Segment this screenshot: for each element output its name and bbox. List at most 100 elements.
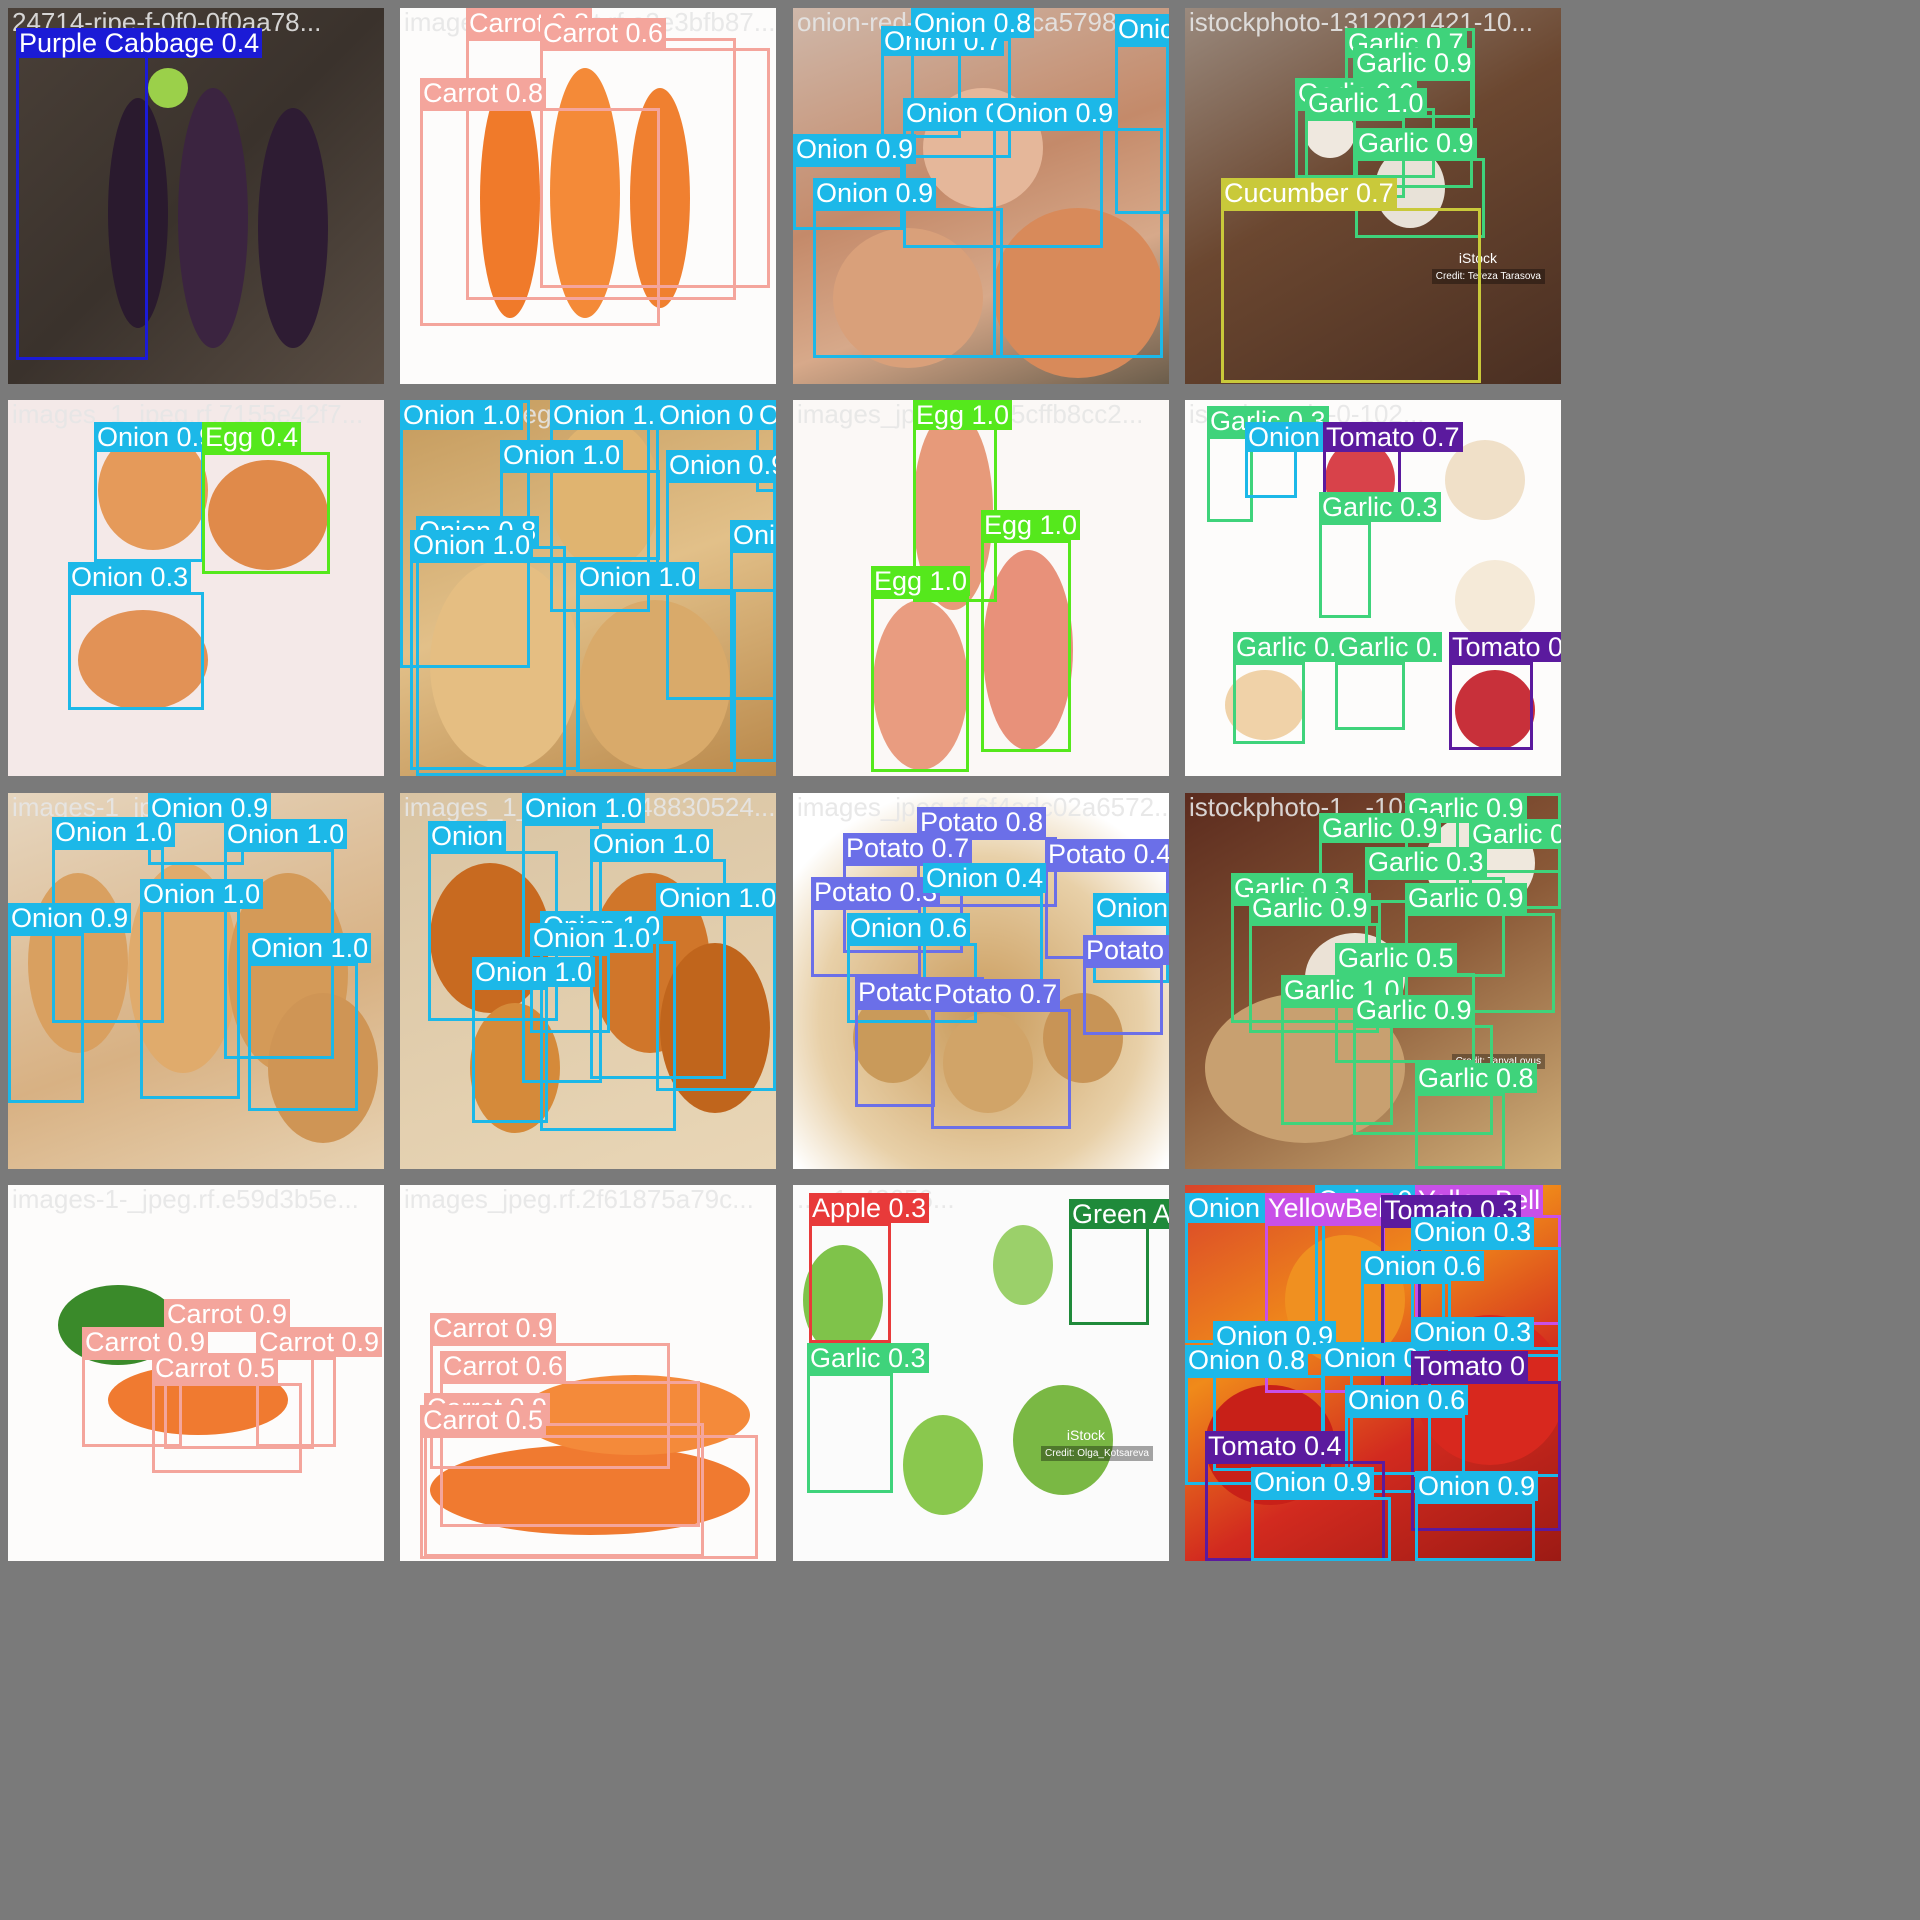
bbox-onion — [576, 592, 736, 772]
mosaic-tile: Credit: TanyaLovus istockphoto-1...-102 Ga… — [1185, 793, 1561, 1169]
bbox-label: Onion 1.0 — [656, 883, 776, 913]
bbox-label: Egg 1.0 — [913, 400, 1013, 430]
bbox-onion — [730, 550, 776, 762]
produce-shape — [208, 460, 328, 570]
bbox-garlic — [1335, 662, 1405, 730]
bbox-potato — [855, 1007, 935, 1107]
bbox-label: Onion 0.9 — [793, 134, 917, 164]
bbox-label: Potato 0.4 — [1045, 839, 1169, 869]
produce-shape — [480, 78, 540, 318]
bbox-label: Onion 1.0 — [590, 829, 714, 859]
tile-filename: images_jpeg.rf.2f61875a79c... — [404, 1185, 754, 1214]
bbox-label: Onion 1.0 — [576, 562, 700, 592]
bbox-purple-cabbage — [16, 28, 148, 360]
bbox-garlic — [1319, 522, 1371, 618]
bbox-onion — [530, 953, 610, 1033]
bbox-label: Onion 1.0 — [248, 933, 372, 963]
bbox-onion — [993, 128, 1163, 358]
produce-shape — [993, 1225, 1053, 1305]
bbox-label: Onion 0.9 — [1251, 1467, 1375, 1497]
bbox-label: Carrot 0.6 — [440, 1351, 567, 1381]
bbox-label: Garlic 0.9 — [1405, 883, 1527, 913]
bbox-label: Potato 0.7 — [843, 833, 973, 863]
bbox-label: Garlic 0.9 — [1249, 893, 1371, 923]
bbox-egg — [871, 596, 969, 772]
bbox-label: Onion 0.6 — [1361, 1251, 1485, 1281]
bbox-label: Egg 0.4 — [202, 422, 302, 452]
produce-shape — [1445, 440, 1525, 520]
bbox-label: Onion 0.9 — [94, 422, 218, 452]
bbox-label: Cucumber 0.7 — [1221, 178, 1397, 208]
produce-shape — [903, 1415, 983, 1515]
bbox-carrot — [440, 1381, 700, 1527]
produce-shape — [1455, 670, 1535, 750]
produce-shape — [580, 600, 730, 770]
produce-shape — [660, 943, 770, 1113]
bbox-label: Garlic 0.3 — [807, 1343, 929, 1373]
bbox-tomato — [1449, 662, 1533, 750]
bbox-label: Garlic 0.9 — [1319, 813, 1441, 843]
mosaic-tile: images_jpeg.rf.6f55cffb8cc2...Egg 1.0Egg… — [793, 400, 1169, 776]
bbox-carrot — [420, 108, 660, 326]
bbox-label: Onion 1.0 — [472, 957, 596, 987]
bbox-label: Green Apple — [1069, 1199, 1169, 1229]
bbox-label: Onion 1.0 — [530, 923, 654, 953]
bbox-onion — [1251, 1497, 1391, 1561]
bbox-label: Tomato 0.7 — [1323, 422, 1463, 452]
bbox-label: Onion 0.3 — [1411, 1317, 1535, 1347]
bbox-label: Onion 1.0 — [52, 817, 176, 847]
bbox-label: Tomato 0 — [1449, 632, 1561, 662]
bbox-label: Purple Cabbage 0.4 — [16, 28, 263, 58]
produce-shape — [268, 993, 378, 1143]
bbox-label: YellowBell — [1265, 1193, 1394, 1223]
produce-shape — [1455, 560, 1535, 640]
bbox-label: Garlic 0.9 — [1353, 48, 1475, 78]
bbox-label: Onion 0.9 — [813, 178, 937, 208]
bbox-label: Garlic 0.3 — [1319, 492, 1441, 522]
produce-shape — [630, 88, 690, 308]
bbox-label: Potato 0.6 — [1083, 935, 1169, 965]
bbox-label: Carrot 0.5 — [420, 1405, 547, 1435]
bbox-label: Carrot 0.8 — [420, 78, 547, 108]
mosaic-tile: 24714-ripe-f-0f0-0f0aa78... Purple Cabbag… — [8, 8, 384, 384]
bbox-label: Onion — [428, 821, 507, 851]
bbox-label: Potato 0.8 — [917, 807, 1047, 837]
bbox-garlic — [1207, 436, 1253, 522]
bbox-label: Garlic 0.3 — [1233, 632, 1355, 662]
bbox-label: Onion 0.3 — [1093, 893, 1169, 923]
bbox-label: Carrot 0.9 — [82, 1327, 209, 1357]
mosaic-tile: onion-red-49038f14fca5798...Onion 0.7Oni… — [793, 8, 1169, 384]
bbox-label: Onion 0.3 — [68, 562, 192, 592]
bbox-label: Potato 0.3 — [811, 877, 941, 907]
bbox-label: Egg 1.0 — [981, 510, 1081, 540]
mosaic-tile: images_jpeg.rf.2f61875a79c... Carrot 0.9 C… — [400, 1185, 776, 1561]
bbox-onion — [813, 208, 1003, 358]
bbox-potato — [917, 837, 1057, 907]
bbox-label: Garlic 0.9 — [1355, 128, 1477, 158]
bbox-carrot — [256, 1357, 336, 1447]
bbox-garlic — [1233, 662, 1305, 744]
bbox-label: Onion 0.9 — [8, 903, 132, 933]
bbox-onion — [656, 913, 776, 1091]
produce-shape — [520, 1375, 750, 1455]
produce-shape — [1013, 1385, 1113, 1495]
bbox-carrot — [82, 1357, 182, 1447]
bbox-label: Carrot 0.9 — [256, 1327, 383, 1357]
bbox-potato — [1083, 965, 1163, 1035]
bbox-label: Tomato 0.4 — [1205, 1431, 1345, 1461]
bbox-label: Onion 0.9 — [666, 450, 776, 480]
produce-shape — [108, 98, 168, 328]
bbox-label: Onion 0.8 — [730, 520, 776, 550]
bbox-label: Onion 0.3 — [1411, 1217, 1535, 1247]
detection-mosaic: 24714-ripe-f-0f0-0f0aa78... Purple Cabbag… — [8, 8, 1561, 1561]
produce-shape — [178, 88, 248, 348]
bbox-label: Onion 1.0 — [140, 879, 264, 909]
bbox-onion — [1345, 1415, 1465, 1475]
bbox-label: Onion 1.0 — [550, 400, 674, 430]
mosaic-tile: images-1-_jpeg.rf.e59d3b5e... Carrot 0.9 C… — [8, 1185, 384, 1561]
bbox-onion — [248, 963, 358, 1111]
bbox-carrot — [424, 1423, 704, 1557]
bbox-label: Carrot 0.6 — [540, 18, 667, 48]
